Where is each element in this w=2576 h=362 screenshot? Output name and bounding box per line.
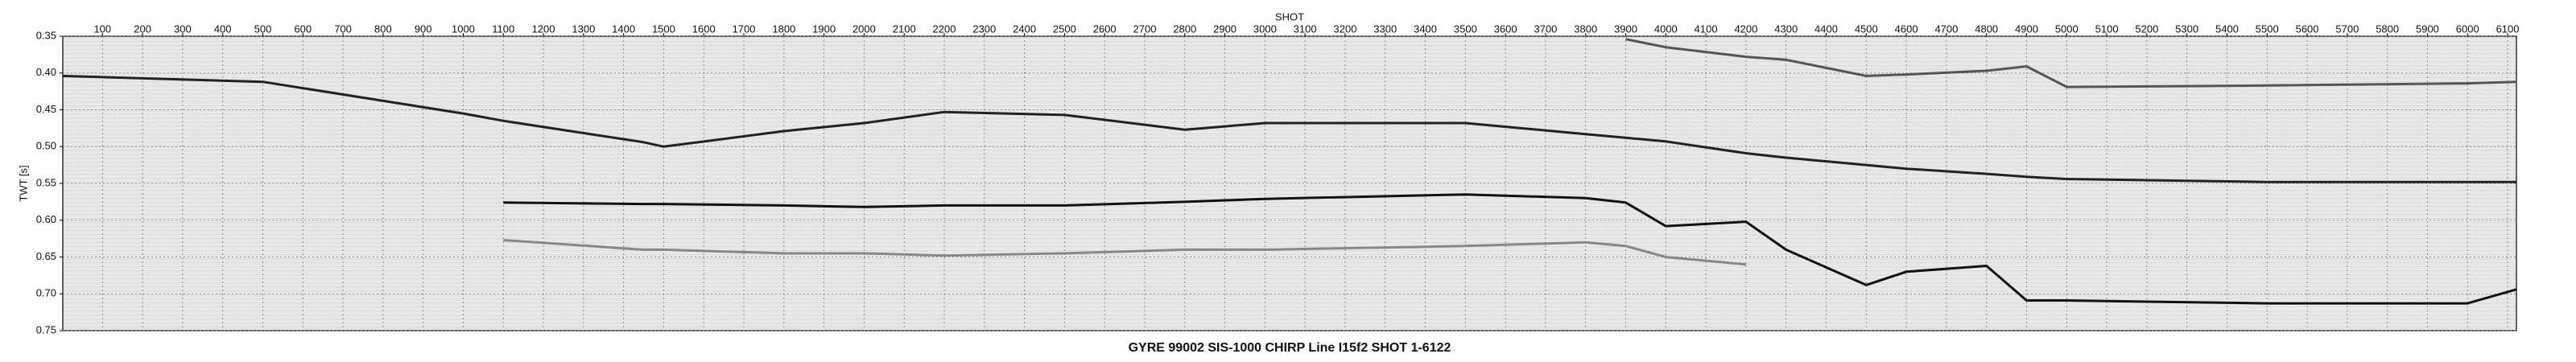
x-tick-label: 3000 [1253, 23, 1277, 35]
x-tick-label: 5100 [2095, 23, 2119, 35]
x-tick-label: 5600 [2296, 23, 2319, 35]
x-tick-label: 2800 [1173, 23, 1196, 35]
x-tick-label: 900 [415, 23, 432, 35]
plot-layer: 100 200 300 400 500 600 700 800 900 1000 1100 1200 1… [36, 23, 2520, 335]
y-tick-label: 0.60 [36, 213, 56, 225]
x-tick-label: 300 [174, 23, 192, 35]
y-tick-label: 0.55 [36, 176, 56, 188]
x-tick-label: 400 [214, 23, 232, 35]
y-tick-label: 0.35 [36, 29, 56, 41]
x-tick-label: 500 [254, 23, 272, 35]
x-tick-label: 1600 [692, 23, 716, 35]
x-tick-label: 5700 [2335, 23, 2359, 35]
y-tick-label: 0.40 [36, 66, 56, 78]
x-tick-label: 2900 [1213, 23, 1236, 35]
x-tick-label: 6100 [2496, 23, 2520, 35]
x-tick-label: 5800 [2376, 23, 2399, 35]
y-tick-label: 0.65 [36, 250, 56, 262]
x-tick-label: 2400 [1013, 23, 1036, 35]
x-tick-label: 100 [93, 23, 111, 35]
x-tick-label: 3500 [1454, 23, 1477, 35]
x-tick-label: 5000 [2055, 23, 2079, 35]
x-tick-label: 4200 [1734, 23, 1757, 35]
x-tick-label: 5300 [2175, 23, 2198, 35]
x-tick-label: 3600 [1494, 23, 1517, 35]
x-tick-label: 1300 [572, 23, 595, 35]
x-tick-label: 4700 [1934, 23, 1958, 35]
x-tick-label: 1000 [452, 23, 475, 35]
x-tick-label: 800 [374, 23, 392, 35]
reflector-line [503, 239, 1747, 266]
x-tick-label: 3900 [1614, 23, 1637, 35]
x-tick-label: 5900 [2416, 23, 2439, 35]
x-tick-label: 1200 [532, 23, 555, 35]
x-tick-label: 1800 [772, 23, 795, 35]
y-tick-label: 0.70 [36, 287, 56, 299]
y-tick-label: 0.50 [36, 140, 56, 152]
reflector-line [62, 74, 2516, 183]
x-tick-label: 5500 [2256, 23, 2279, 35]
x-tick-label: 4000 [1654, 23, 1678, 35]
x-tick-label: 2200 [933, 23, 956, 35]
x-tick-label: 2100 [893, 23, 916, 35]
x-tick-label: 2500 [1053, 23, 1076, 35]
x-tick-label: 3200 [1334, 23, 1357, 35]
y-tick-label: 0.45 [36, 103, 56, 115]
x-tick-label: 4800 [1975, 23, 1998, 35]
x-tick-label: 1700 [733, 23, 756, 35]
x-tick-label: 4300 [1774, 23, 1798, 35]
x-axis-label: SHOT [1275, 10, 1304, 23]
chart-title: GYRE 99002 SIS-1000 CHIRP Line I15f2 SHO… [1129, 341, 1451, 355]
x-tick-label: 4500 [1855, 23, 1878, 35]
y-tick-label: 0.75 [36, 323, 56, 335]
x-tick-label: 1500 [652, 23, 675, 35]
x-tick-label: 1900 [812, 23, 836, 35]
x-tick-label: 700 [334, 23, 352, 35]
x-tick-label: 5200 [2135, 23, 2158, 35]
x-tick-label: 200 [134, 23, 151, 35]
x-tick-label: 2000 [852, 23, 876, 35]
reflector-line [503, 193, 2517, 305]
x-tick-label: 3300 [1373, 23, 1397, 35]
x-tick-label: 3800 [1574, 23, 1597, 35]
x-tick-label: 600 [294, 23, 312, 35]
x-tick-label: 3100 [1294, 23, 1317, 35]
x-tick-label: 4900 [2015, 23, 2038, 35]
x-tick-label: 2300 [972, 23, 996, 35]
x-tick-label: 2700 [1133, 23, 1157, 35]
x-tick-label: 4600 [1895, 23, 1918, 35]
reflector-line [1625, 38, 2517, 88]
y-axis-label: TWT [s] [17, 165, 29, 201]
x-tick-label: 1100 [492, 23, 514, 35]
x-tick-label: 3400 [1414, 23, 1437, 35]
x-tick-label: 5400 [2215, 23, 2239, 35]
x-tick-label: 1400 [612, 23, 635, 35]
x-tick-label: 2600 [1093, 23, 1117, 35]
x-tick-label: 6000 [2456, 23, 2479, 35]
x-tick-label: 4400 [1814, 23, 1838, 35]
x-tick-label: 3700 [1534, 23, 1557, 35]
x-tick-label: 4100 [1695, 23, 1718, 35]
